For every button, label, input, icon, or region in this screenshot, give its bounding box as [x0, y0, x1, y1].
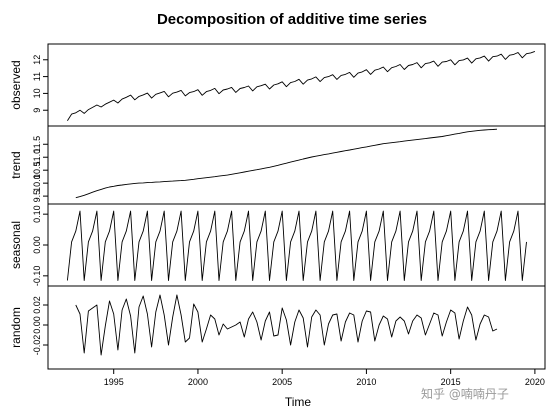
panel-label-trend: trend	[9, 151, 23, 178]
y-tick-label: 0.02	[32, 296, 42, 314]
y-tick-label: 12	[32, 55, 42, 65]
y-tick-label: -0.02	[32, 335, 42, 356]
panel-observed: 9 10 11 12 observed	[9, 43, 546, 127]
y-tick-label: 11.0	[32, 149, 42, 166]
panel-frame	[47, 125, 546, 205]
x-axis: 1995 2000 2005 2010 2015 2020	[104, 369, 545, 387]
y-tick-label: 9	[32, 108, 42, 113]
y-tick-label: 10	[32, 88, 42, 98]
y-tick-label: -0.10	[32, 266, 42, 287]
x-tick-label: 2010	[356, 377, 376, 387]
y-tick-label: 11	[32, 72, 42, 81]
y-tick-label: 0.00	[32, 236, 42, 254]
series-line-trend	[75, 128, 498, 199]
panel-frame	[47, 203, 546, 287]
panel-seasonal: -0.10 0.00 0.10 seasonal	[9, 203, 546, 287]
series-line-random	[75, 294, 498, 356]
y-tick-label: 0.00	[32, 316, 42, 334]
panel-random: -0.020.00 0.02 random	[9, 285, 546, 370]
panel-trend: 9.510.010.511.011.5 trend	[9, 125, 546, 205]
series-line-seasonal	[66, 210, 527, 281]
panel-frame	[47, 285, 546, 370]
y-tick-label: 10.5	[32, 161, 42, 179]
panel-label-random: random	[9, 307, 23, 348]
watermark: 知乎 @喃喃丹子	[421, 386, 509, 401]
series-line-observed	[67, 50, 536, 121]
x-tick-label: 2020	[525, 377, 545, 387]
panel-label-seasonal: seasonal	[9, 221, 23, 269]
x-tick-label: 2015	[441, 377, 461, 387]
x-axis-label: Time	[285, 395, 312, 409]
y-tick-label: 9.5	[32, 190, 42, 203]
x-tick-label: 2005	[272, 377, 292, 387]
y-tick-label: 11.5	[32, 136, 42, 153]
panel-label-observed: observed	[9, 60, 23, 109]
panel-frame	[47, 43, 546, 127]
x-tick-label: 1995	[104, 377, 124, 387]
panels: 9 10 11 12 observed 9.510.010.511.011.5 trend -…	[9, 43, 546, 370]
y-tick-label: 0.10	[32, 205, 42, 223]
chart-title: Decomposition of additive time series	[157, 11, 427, 28]
x-tick-label: 2000	[188, 377, 208, 387]
y-tick-label: 10.0	[32, 174, 42, 192]
